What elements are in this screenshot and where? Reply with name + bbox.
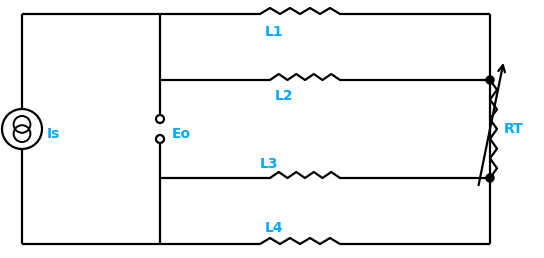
Text: Is: Is	[47, 127, 60, 141]
Circle shape	[486, 76, 494, 84]
Text: L4: L4	[265, 221, 283, 235]
Text: L1: L1	[265, 25, 283, 39]
Text: L3: L3	[260, 157, 279, 171]
Circle shape	[156, 135, 164, 143]
Text: Eo: Eo	[172, 127, 191, 141]
Circle shape	[486, 174, 494, 182]
Text: L2: L2	[275, 89, 294, 103]
Text: RT: RT	[504, 122, 524, 136]
Circle shape	[156, 115, 164, 123]
